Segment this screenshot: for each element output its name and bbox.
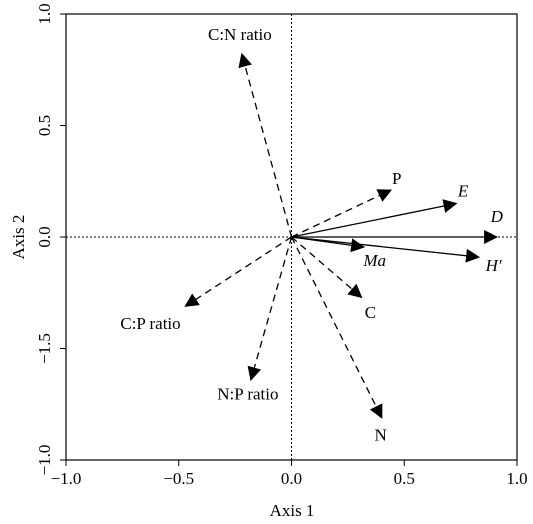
vector-arrow — [291, 236, 366, 253]
vector-arrow — [290, 236, 383, 419]
y-tick-label: 1.0 — [35, 3, 54, 24]
vector-arrow — [291, 189, 392, 238]
vector-label: E — [457, 181, 469, 200]
vector-arrow — [184, 236, 292, 307]
x-tick-label: 1.0 — [506, 469, 527, 488]
vector-label: C — [365, 303, 376, 322]
x-tick-label: −1.0 — [51, 469, 82, 488]
vector-label: N — [375, 426, 387, 445]
x-tick-label: 0.5 — [394, 469, 415, 488]
x-tick-label: 0.0 — [281, 469, 302, 488]
y-tick-label: 0.5 — [35, 115, 54, 136]
x-axis-title: Axis 1 — [270, 501, 315, 520]
y-tick-label: −1.5 — [35, 333, 54, 364]
vector-label: C:P ratio — [120, 314, 180, 333]
vector-arrow — [247, 236, 293, 382]
y-tick-label: 0.0 — [35, 226, 54, 247]
vector-label: Ma — [362, 251, 386, 270]
vector-arrow — [238, 52, 293, 238]
vector-label: N:P ratio — [217, 385, 278, 404]
vector-arrow — [291, 236, 363, 299]
vector-label: H′ — [485, 256, 502, 275]
vector-label: D — [490, 207, 504, 226]
vector-label: P — [392, 169, 401, 188]
vector-arrow — [291, 199, 458, 238]
x-tick-label: −0.5 — [163, 469, 194, 488]
vector-label: C:N ratio — [208, 25, 272, 44]
y-axis-title: Axis 2 — [9, 215, 28, 260]
vector-arrow — [291, 236, 481, 263]
y-tick-label: −1.0 — [35, 445, 54, 476]
